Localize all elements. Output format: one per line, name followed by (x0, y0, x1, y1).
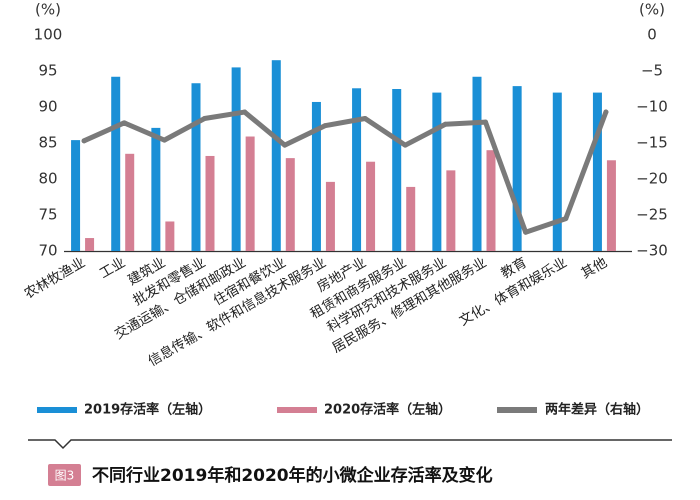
difference-point (483, 119, 488, 125)
left-axis-ticks: 70 75 80 85 90 95 100 (34, 26, 63, 260)
legend-label-2020: 2020存活率（左轴） (324, 402, 451, 418)
plot-area (64, 60, 632, 253)
caption-divider (28, 439, 672, 450)
left-tick-label: 75 (38, 206, 57, 224)
bar-2020 (486, 150, 496, 251)
difference-point (121, 120, 127, 126)
left-tick-label: 100 (34, 26, 63, 44)
category-label: 农林牧渔业 (22, 255, 88, 303)
right-tick-label: −25 (636, 206, 668, 224)
difference-point (282, 142, 288, 148)
right-tick-label: −5 (641, 62, 663, 80)
bar-2019 (512, 86, 522, 252)
bar-2019 (151, 127, 161, 251)
legend-label-2019: 2019存活率（左轴） (84, 402, 211, 418)
difference-point (603, 109, 609, 115)
bar-2019 (352, 88, 362, 251)
figure-badge (48, 464, 81, 486)
right-tick-label: −30 (636, 242, 668, 260)
left-tick-label: 70 (38, 242, 57, 260)
right-tick-label: −15 (636, 134, 668, 152)
category-label: 其他 (579, 255, 610, 282)
right-tick-label: 0 (647, 26, 657, 44)
difference-point (242, 109, 248, 115)
bar-2019 (552, 92, 562, 251)
bar-2020 (446, 170, 456, 251)
difference-point (402, 142, 408, 148)
bar-2019 (311, 101, 321, 252)
bar-2019 (111, 76, 121, 251)
x-axis-category-labels: 农林牧渔业 工业建筑业批发和零售业交通运输、仓储和邮政业住宿和餐饮业信息传输、软件… (22, 254, 610, 370)
bar-2020 (325, 181, 335, 251)
right-tick-label: −10 (636, 98, 668, 116)
bar-2019 (432, 92, 442, 251)
right-axis-unit: (%) (639, 1, 665, 19)
left-tick-label: 90 (38, 98, 57, 116)
legend-label-diff: 两年差异（右轴） (545, 402, 649, 418)
bar-2019 (271, 60, 281, 252)
difference-point (322, 123, 328, 129)
bar-2019 (592, 92, 602, 251)
bar-2020 (85, 238, 95, 251)
category-label: 工业 (97, 255, 128, 282)
left-tick-label: 85 (38, 134, 57, 152)
legend-swatch-2020 (277, 407, 317, 413)
bar-2019 (472, 76, 482, 251)
legend: 2019存活率（左轴） 2020存活率（左轴） 两年差异（右轴） (37, 402, 649, 418)
bar-2020 (606, 160, 616, 251)
difference-point (362, 116, 368, 122)
bar-2020 (125, 153, 135, 251)
left-tick-label: 95 (38, 62, 57, 80)
bar-2019 (231, 67, 241, 252)
figure-caption: 图3 不同行业2019年和2020年的小微企业存活率及变化 (48, 464, 493, 486)
bar-2020 (406, 186, 416, 251)
bar-2019 (71, 140, 81, 251)
legend-swatch-diff (497, 407, 537, 413)
bar-2020 (366, 161, 376, 251)
difference-point (81, 138, 87, 144)
bar-2019 (392, 89, 402, 251)
bar-2020 (205, 155, 215, 251)
left-axis-unit: (%) (35, 1, 61, 19)
figure-badge-label: 图3 (55, 469, 75, 483)
difference-point (202, 116, 207, 122)
legend-swatch-2019 (37, 407, 77, 413)
right-axis-ticks: −30 −25 −20 −15 −10 −5 0 (636, 26, 668, 260)
right-tick-label: −20 (636, 170, 668, 188)
difference-point (442, 121, 448, 127)
left-tick-label: 80 (38, 170, 57, 188)
bar-2020 (245, 136, 255, 251)
difference-line (81, 109, 609, 235)
bar-2020 (165, 221, 175, 251)
difference-point (523, 229, 529, 235)
chart-title: 不同行业2019年和2020年的小微企业存活率及变化 (92, 465, 493, 486)
difference-point (563, 216, 569, 222)
bar-2019 (191, 83, 201, 252)
difference-point (161, 137, 167, 143)
bar-2020 (285, 158, 295, 251)
